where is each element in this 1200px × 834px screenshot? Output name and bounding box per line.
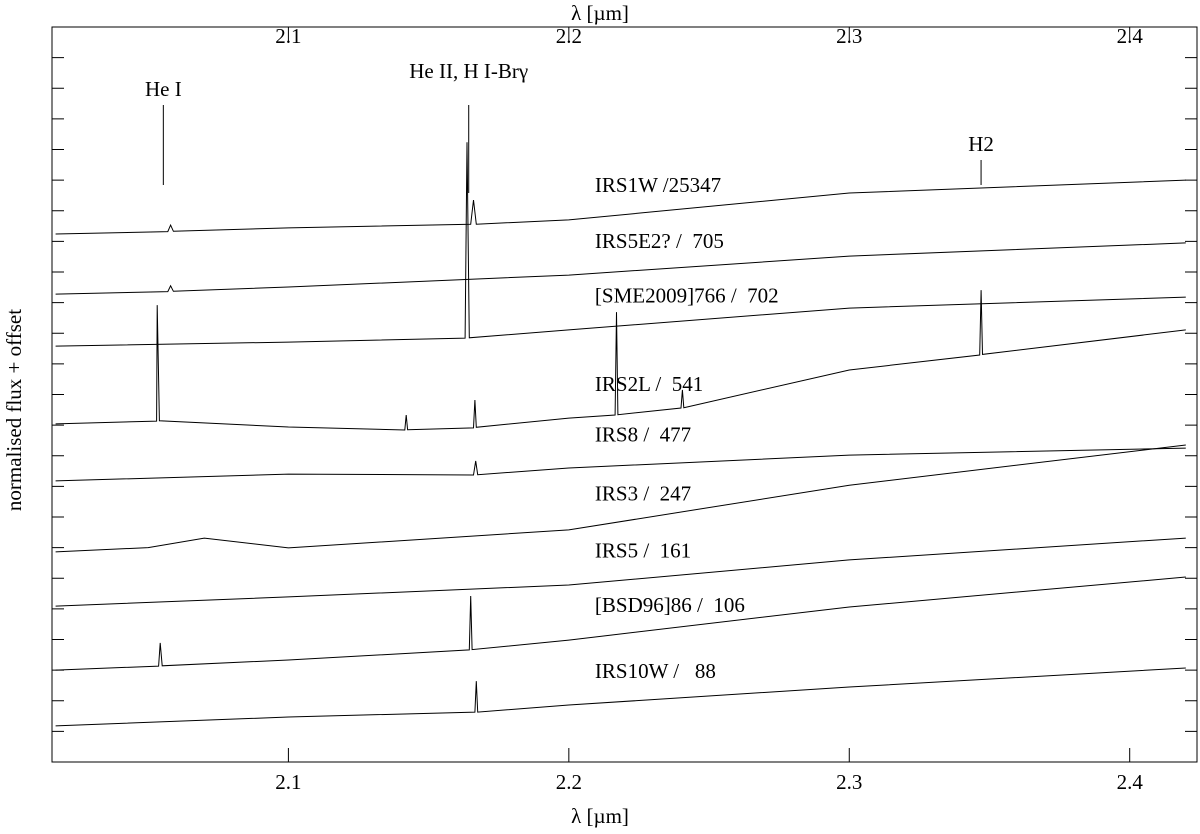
series-label: IRS1W /25347 [595, 173, 721, 197]
spectrum-line [55, 290, 1186, 431]
spectrum-line [55, 242, 1186, 295]
x-tick-label: 2.3 [836, 770, 862, 794]
series-label: [SME2009]766 / 702 [595, 284, 779, 308]
y-axis-label: normalised flux + offset [2, 309, 26, 511]
series-label: IRS5E2? / 705 [595, 229, 724, 253]
spectrum-line [55, 142, 1186, 347]
x-tick-label-top: 2.3 [836, 24, 862, 48]
spectrum-line [55, 667, 1186, 727]
series-label: IRS5 / 161 [595, 538, 691, 562]
x-axis-label: λ [µm] [571, 804, 629, 828]
spectrum-line [55, 444, 1186, 553]
series-label: IRS10W / 88 [595, 659, 716, 683]
spectrum-line [55, 179, 1186, 235]
spectrum-line [55, 537, 1186, 607]
series-label: IRS3 / 247 [595, 482, 691, 506]
series-label: IRS2L / 541 [595, 372, 703, 396]
x-tick-label: 2.4 [1117, 770, 1144, 794]
spectrum-line [55, 576, 1186, 671]
x-axis-label-top: λ [µm] [571, 1, 629, 25]
x-tick-label-top: 2.2 [556, 24, 582, 48]
series-label: [BSD96]86 / 106 [595, 593, 745, 617]
x-tick-label: 2.2 [556, 770, 582, 794]
line-id-label: He I [145, 77, 182, 101]
series-label: IRS8 / 477 [595, 423, 691, 447]
spectrum-line [55, 447, 1186, 482]
line-id-label: He II, H I-Brγ [409, 59, 528, 83]
line-id-label: H2 [968, 132, 994, 156]
x-tick-label-top: 2.1 [275, 24, 301, 48]
x-tick-label: 2.1 [275, 770, 301, 794]
x-tick-label-top: 2.4 [1117, 24, 1144, 48]
